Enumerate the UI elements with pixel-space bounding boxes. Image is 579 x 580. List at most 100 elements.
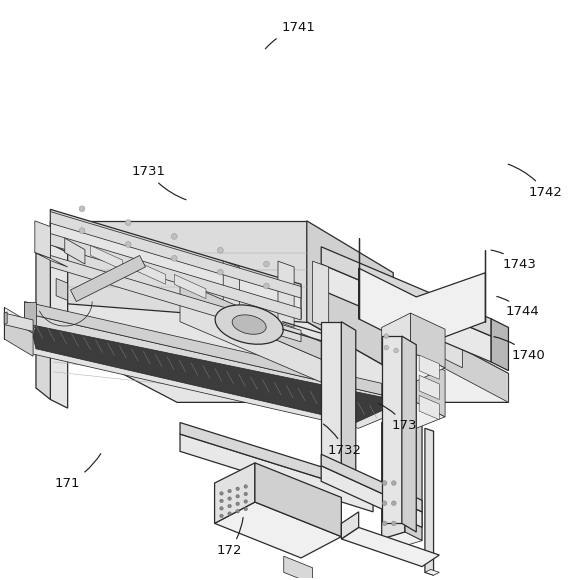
Text: 1732: 1732 <box>324 424 361 456</box>
Circle shape <box>244 508 247 511</box>
Circle shape <box>79 206 85 212</box>
Polygon shape <box>419 396 439 420</box>
Polygon shape <box>35 252 68 267</box>
Polygon shape <box>278 261 294 328</box>
Polygon shape <box>65 238 85 264</box>
Polygon shape <box>50 244 68 408</box>
Polygon shape <box>321 454 422 512</box>
Text: 172: 172 <box>216 517 243 557</box>
Polygon shape <box>313 261 329 328</box>
Polygon shape <box>174 274 206 299</box>
Circle shape <box>125 220 131 226</box>
Ellipse shape <box>215 305 283 345</box>
Circle shape <box>384 334 389 338</box>
Polygon shape <box>321 264 491 362</box>
Text: 173: 173 <box>379 404 417 432</box>
Polygon shape <box>419 375 439 400</box>
Polygon shape <box>261 244 295 290</box>
Text: 1740: 1740 <box>494 336 545 361</box>
Polygon shape <box>71 255 145 302</box>
Circle shape <box>220 492 223 495</box>
Polygon shape <box>342 512 358 539</box>
Circle shape <box>220 514 223 517</box>
Polygon shape <box>116 273 151 319</box>
Polygon shape <box>284 556 313 580</box>
Circle shape <box>228 490 231 493</box>
Circle shape <box>384 345 389 350</box>
Polygon shape <box>307 221 393 371</box>
Polygon shape <box>321 322 342 469</box>
Polygon shape <box>223 261 239 328</box>
Polygon shape <box>91 246 122 270</box>
Polygon shape <box>180 423 373 495</box>
Circle shape <box>382 521 387 525</box>
Circle shape <box>236 487 239 491</box>
Polygon shape <box>50 302 393 403</box>
Text: 1744: 1744 <box>497 296 540 318</box>
Polygon shape <box>342 527 439 567</box>
Circle shape <box>263 261 269 267</box>
Polygon shape <box>382 351 445 381</box>
Circle shape <box>394 348 398 353</box>
Polygon shape <box>50 221 301 319</box>
Polygon shape <box>434 325 463 368</box>
Polygon shape <box>180 434 373 512</box>
Polygon shape <box>416 356 445 417</box>
Polygon shape <box>50 255 301 342</box>
Circle shape <box>228 512 231 515</box>
Polygon shape <box>180 281 321 359</box>
Polygon shape <box>411 313 445 368</box>
Polygon shape <box>491 319 508 371</box>
Polygon shape <box>425 428 434 575</box>
Circle shape <box>391 501 396 506</box>
Circle shape <box>218 269 223 275</box>
Polygon shape <box>255 463 342 536</box>
Polygon shape <box>358 268 485 347</box>
Circle shape <box>236 495 239 498</box>
Polygon shape <box>59 267 508 403</box>
Text: 1743: 1743 <box>491 250 537 270</box>
Polygon shape <box>56 278 68 300</box>
Circle shape <box>220 499 223 503</box>
Polygon shape <box>402 336 416 532</box>
Circle shape <box>220 507 223 510</box>
Circle shape <box>228 497 231 501</box>
Circle shape <box>391 521 396 525</box>
Polygon shape <box>4 316 33 356</box>
Text: 1731: 1731 <box>131 165 186 200</box>
Polygon shape <box>33 326 387 423</box>
Polygon shape <box>419 355 439 379</box>
Polygon shape <box>321 469 356 477</box>
Polygon shape <box>382 532 422 548</box>
Circle shape <box>228 505 231 508</box>
Text: 1741: 1741 <box>265 21 315 49</box>
Circle shape <box>244 485 247 488</box>
Polygon shape <box>24 313 382 407</box>
Polygon shape <box>347 307 376 350</box>
Polygon shape <box>35 221 50 258</box>
Polygon shape <box>416 325 508 403</box>
Circle shape <box>391 481 396 485</box>
Polygon shape <box>387 403 445 428</box>
Circle shape <box>382 501 387 506</box>
Polygon shape <box>50 234 301 320</box>
Polygon shape <box>425 570 439 575</box>
Polygon shape <box>134 260 166 284</box>
Polygon shape <box>4 312 7 325</box>
Ellipse shape <box>232 315 266 334</box>
Polygon shape <box>215 502 342 558</box>
Polygon shape <box>4 313 33 332</box>
Polygon shape <box>342 322 356 477</box>
Circle shape <box>125 242 131 247</box>
Polygon shape <box>321 466 422 527</box>
Polygon shape <box>24 302 36 325</box>
Circle shape <box>382 481 387 485</box>
Polygon shape <box>387 356 416 414</box>
Polygon shape <box>59 249 318 302</box>
Text: 171: 171 <box>55 454 101 490</box>
Polygon shape <box>405 417 422 541</box>
Circle shape <box>171 234 177 240</box>
Circle shape <box>171 255 177 261</box>
Polygon shape <box>382 417 405 539</box>
Circle shape <box>236 502 239 506</box>
